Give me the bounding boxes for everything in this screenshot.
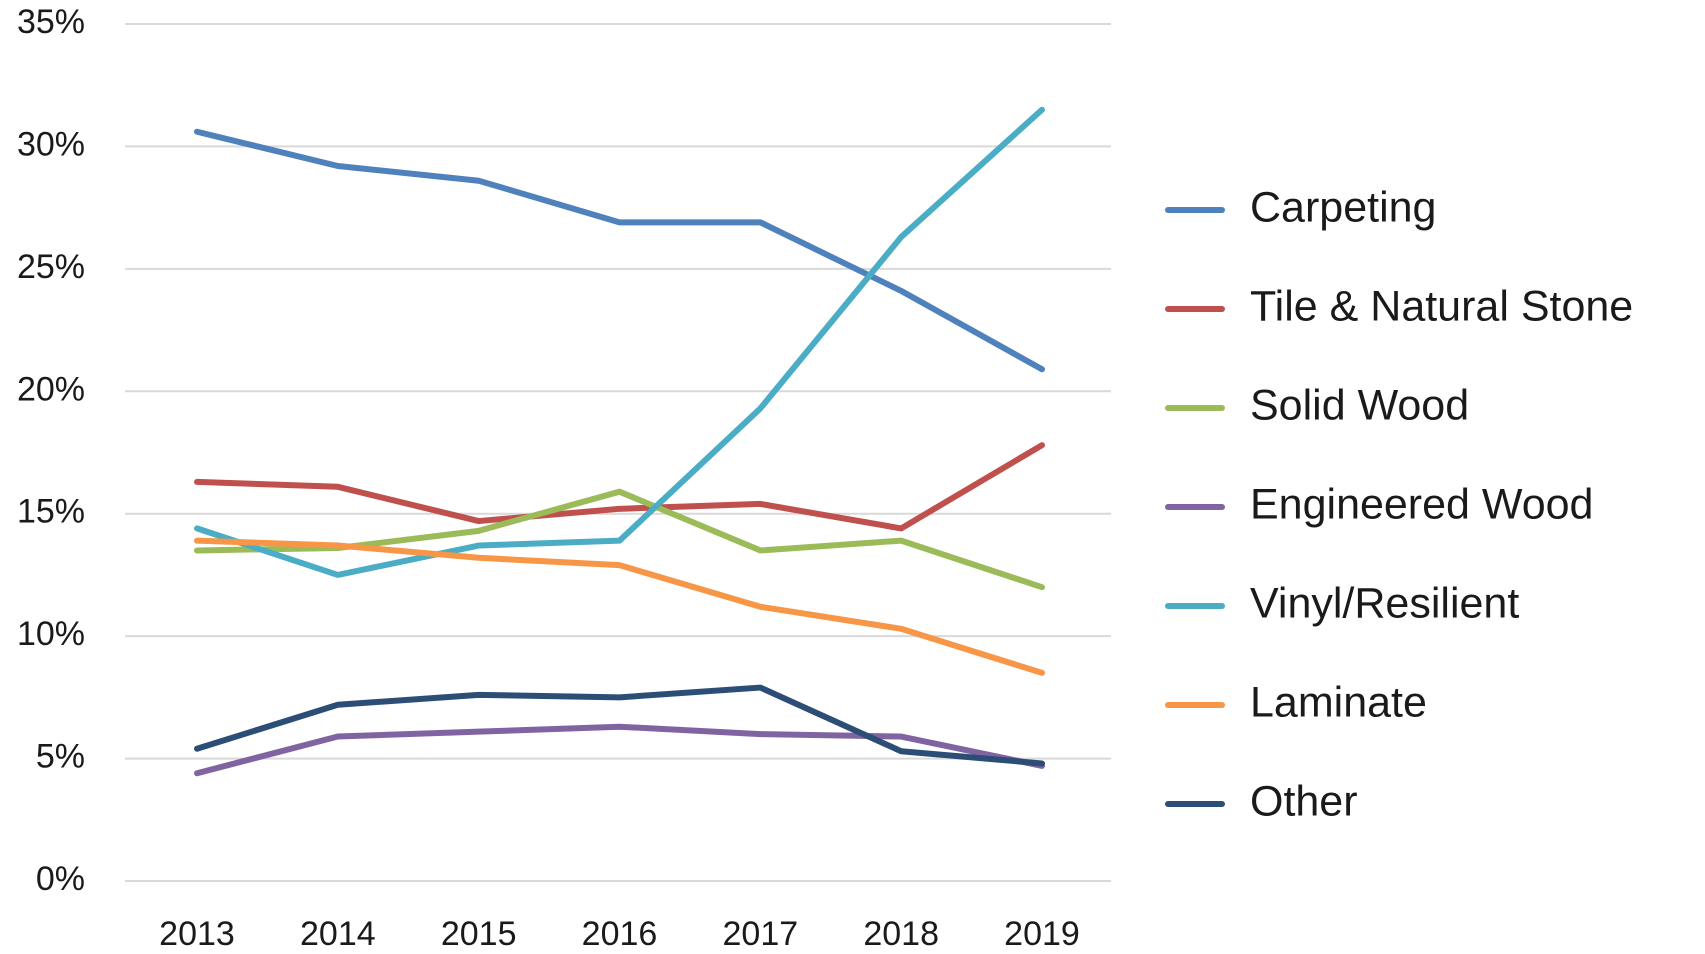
x-tick-label: 2014 bbox=[300, 915, 376, 953]
x-tick-label: 2015 bbox=[441, 915, 517, 953]
y-tick-label: 15% bbox=[17, 493, 85, 531]
y-tick-label: 35% bbox=[17, 3, 85, 41]
x-tick-label: 2018 bbox=[863, 915, 939, 953]
line-series bbox=[194, 106, 1045, 578]
y-tick-label: 20% bbox=[17, 370, 85, 408]
legend-label: Carpeting bbox=[1250, 183, 1436, 231]
legend-label: Engineered Wood bbox=[1250, 480, 1593, 528]
legend-label: Tile & Natural Stone bbox=[1250, 282, 1633, 330]
line-series bbox=[194, 723, 1045, 777]
x-tick-label: 2019 bbox=[1004, 915, 1080, 953]
y-tick-label: 5% bbox=[36, 738, 85, 776]
y-tick-label: 30% bbox=[17, 125, 85, 163]
line-series bbox=[194, 128, 1045, 373]
line-series bbox=[194, 442, 1045, 532]
y-tick-label: 25% bbox=[17, 248, 85, 286]
x-tick-label: 2013 bbox=[159, 915, 235, 953]
legend-label: Vinyl/Resilient bbox=[1250, 579, 1519, 627]
y-tick-label: 0% bbox=[36, 860, 85, 898]
x-tick-label: 2017 bbox=[723, 915, 799, 953]
legend-label: Laminate bbox=[1250, 678, 1427, 726]
line-series bbox=[194, 684, 1045, 767]
y-tick-label: 10% bbox=[17, 615, 85, 653]
legend-label: Solid Wood bbox=[1250, 381, 1469, 429]
x-tick-label: 2016 bbox=[582, 915, 658, 953]
legend-label: Other bbox=[1250, 777, 1358, 825]
line-series bbox=[194, 537, 1045, 676]
